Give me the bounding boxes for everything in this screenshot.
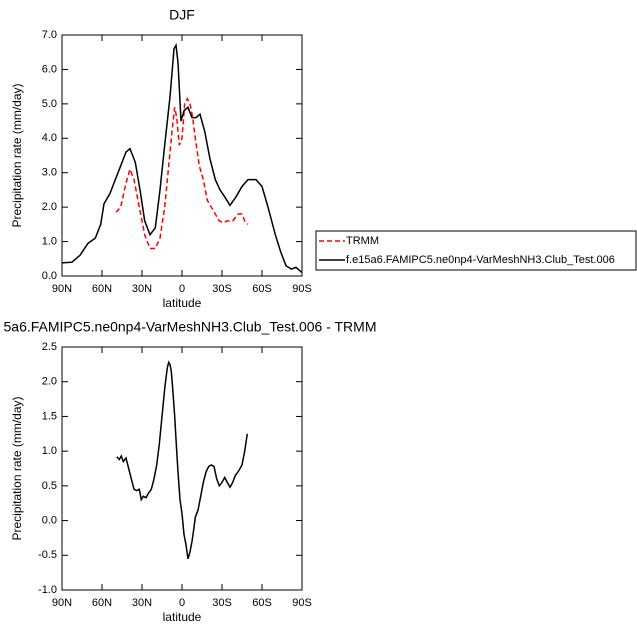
legend-label: TRMM xyxy=(346,235,379,247)
x-tick-label: 0 xyxy=(179,283,185,295)
data-line xyxy=(116,360,249,560)
x-tick-label: 30N xyxy=(132,597,152,609)
x-tick-label: 30N xyxy=(132,283,152,295)
x-tick-label: 60N xyxy=(92,597,112,609)
x-tick-label: 60S xyxy=(252,597,272,609)
x-tick-label: 90S xyxy=(292,283,312,295)
x-tick-label: 90S xyxy=(292,597,312,609)
y-tick-label: 2.5 xyxy=(42,341,57,353)
plot-frame xyxy=(61,346,303,591)
y-tick-label: -0.5 xyxy=(38,549,57,561)
y-tick-label: -1.0 xyxy=(38,584,57,596)
y-tick-label: 7.0 xyxy=(42,29,57,41)
y-tick-label: 1.0 xyxy=(42,445,57,457)
data-line xyxy=(61,42,303,274)
chart-title: DJF xyxy=(169,7,195,23)
chart-title: 5a6.FAMIPC5.ne0np4-VarMeshNH3.Club_Test.… xyxy=(4,319,377,335)
x-tick-label: 0 xyxy=(179,597,185,609)
x-tick-label: 30S xyxy=(212,283,232,295)
y-tick-label: 1.5 xyxy=(42,410,57,422)
plot-frame xyxy=(61,34,303,277)
y-tick-label: 5.0 xyxy=(42,98,57,110)
legend-box xyxy=(315,230,637,271)
y-tick-label: 0.5 xyxy=(42,480,57,492)
y-tick-label: 2.0 xyxy=(42,201,57,213)
y-tick-label: 0.0 xyxy=(42,514,57,526)
y-axis-label: Precipitation rate (mm/day) xyxy=(10,396,24,540)
y-axis-label: Precipitation rate (mm/day) xyxy=(10,83,24,227)
y-tick-label: 1.0 xyxy=(42,235,57,247)
y-tick-label: 6.0 xyxy=(42,63,57,75)
y-tick-label: 0.0 xyxy=(42,270,57,282)
legend-label: f.e15a6.FAMIPC5.ne0np4-VarMeshNH3.Club_T… xyxy=(346,254,615,266)
x-tick-label: 90N xyxy=(52,283,72,295)
x-tick-label: 60N xyxy=(92,283,112,295)
x-tick-label: 30S xyxy=(212,597,232,609)
x-axis-label: latitude xyxy=(163,610,202,624)
data-line xyxy=(115,97,249,250)
y-tick-label: 4.0 xyxy=(42,132,57,144)
x-tick-label: 90N xyxy=(52,597,72,609)
y-tick-label: 2.0 xyxy=(42,376,57,388)
x-axis-label: latitude xyxy=(163,296,202,310)
y-tick-label: 3.0 xyxy=(42,167,57,179)
x-tick-label: 60S xyxy=(252,283,272,295)
